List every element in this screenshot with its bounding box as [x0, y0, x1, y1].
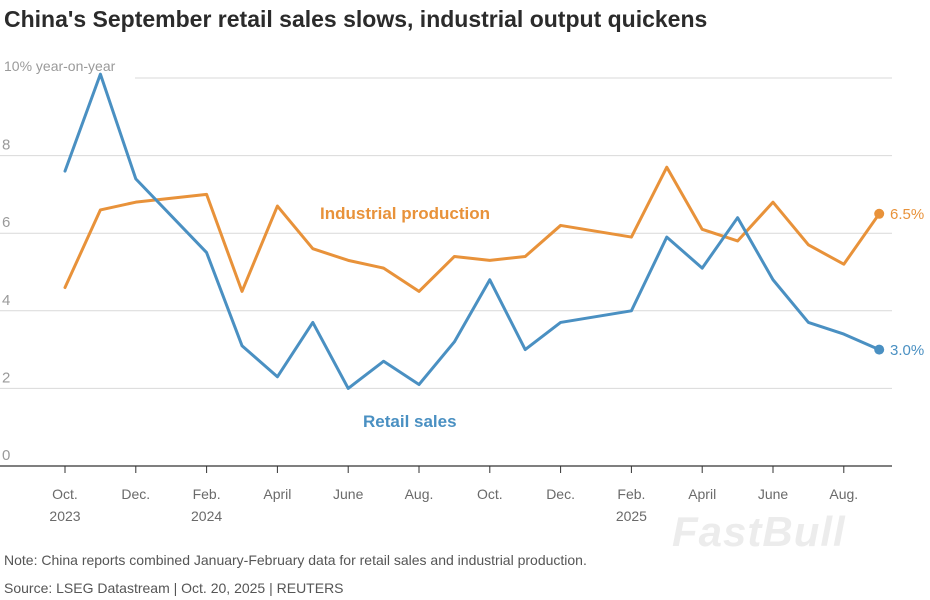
y-tick-label: 8: [2, 137, 10, 154]
series-label-industrial: Industrial production: [320, 204, 490, 223]
y-tick-label: 4: [2, 292, 10, 309]
x-tick-label: Dec.: [546, 486, 575, 502]
y-tick-label: 0: [2, 447, 10, 464]
chart-title: China's September retail sales slows, in…: [4, 6, 708, 32]
x-tick-label: Aug.: [829, 486, 858, 502]
x-tick-label: June: [333, 486, 364, 502]
y-axis-unit-label: 10% year-on-year: [4, 58, 116, 74]
series-line-retail: [63, 72, 881, 390]
y-axis-ticks: 0 2 4 6 8: [2, 137, 10, 464]
x-axis: Oct. 2023 Dec. Feb. 2024 April June Aug. Oct. Dec…: [0, 465, 892, 524]
x-tick-label: April: [688, 486, 716, 502]
x-tick-label: Aug.: [405, 486, 434, 502]
gridlines: [0, 77, 892, 389]
x-tick-label: Oct.: [52, 486, 78, 502]
series-label-retail: Retail sales: [363, 412, 457, 431]
x-tick-label: Feb.: [193, 486, 221, 502]
x-tick-year-label: 2025: [616, 508, 647, 524]
y-tick-label: 2: [2, 369, 10, 386]
watermark-logo: FastBull: [672, 508, 846, 555]
end-label-industrial: 6.5%: [890, 206, 924, 223]
end-label-retail: 3.0%: [890, 342, 924, 359]
x-tick-label: June: [758, 486, 789, 502]
x-tick-label: Oct.: [477, 486, 503, 502]
series-end-labels: 6.5% 3.0%: [890, 206, 924, 359]
y-tick-label: 6: [2, 214, 10, 231]
footnote: Note: China reports combined January-Feb…: [4, 552, 587, 568]
x-tick-label: April: [263, 486, 291, 502]
series-end-point-retail: [874, 344, 885, 355]
x-tick-label: Feb.: [617, 486, 645, 502]
x-tick-year-label: 2024: [191, 508, 222, 524]
series-line-industrial: [63, 165, 881, 293]
source-line: Source: LSEG Datastream | Oct. 20, 2025 …: [4, 580, 344, 596]
series-labels: Industrial production Retail sales: [320, 204, 490, 431]
x-tick-year-label: 2023: [49, 508, 80, 524]
series-lines: [63, 72, 885, 390]
x-tick-label: Dec.: [121, 486, 150, 502]
series-end-point-industrial: [874, 208, 885, 219]
